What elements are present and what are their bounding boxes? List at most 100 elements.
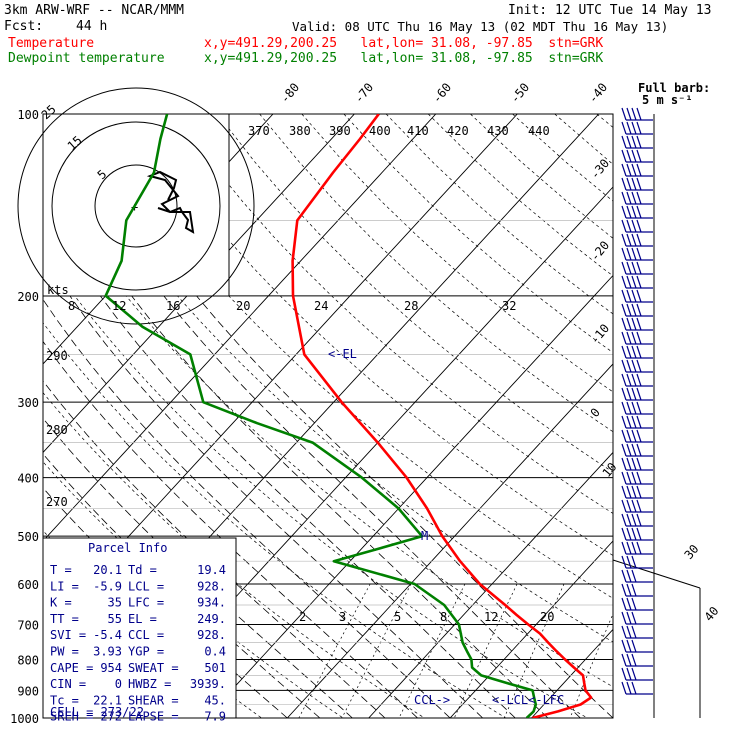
mixing-ratio-label: 8 [440,610,447,624]
frame-diagonal [612,559,701,589]
wind-barb [621,457,653,471]
parcel-row-label: SREH = [50,710,93,724]
mixing-ratio-line [341,583,412,718]
isotherm-label: 0 [588,405,603,420]
wind-barb [621,177,653,191]
pressure-label: 700 [17,618,39,632]
m-annotation: M [421,529,428,543]
wet-bulb-label: 32 [502,299,516,313]
lcl-lfc-annotation: <-LCL<-LFC [492,693,564,707]
parcel-row-value: 954 [100,661,122,675]
wind-barb [621,555,653,569]
pressure-label: 1000 [10,712,39,726]
wind-barb [621,303,653,317]
mixing-ratio-label: 5 [394,610,401,624]
parcel-row-value: 272 [100,710,122,724]
dry-adiabat [259,114,613,433]
wind-barb [621,233,653,247]
wind-barb [621,471,653,485]
valid-time: Valid: 08 UTC Thu 16 May 13 (02 MDT Thu … [292,19,669,34]
wind-barb [621,359,653,373]
parcel-row-value: 55 [108,612,122,626]
dewpoint-profile [104,114,538,718]
wind-barb [621,149,653,163]
theta-label: 270 [46,495,68,509]
wind-barb [621,247,653,261]
mixing-ratio-label: 12 [484,610,498,624]
parcel-row-label: PW = [50,645,79,659]
dry-adiabat [343,114,613,353]
dry-adiabat [427,114,613,277]
pressure-label: 900 [17,684,39,698]
pressure-label: 200 [17,290,39,304]
hodograph-ring [94,164,178,248]
wind-barb [621,639,653,653]
pressure-label: 100 [17,108,39,122]
parcel-row-value: 3939. [190,677,226,691]
mixing-ratio-label: 2 [299,610,306,624]
wind-barb [621,205,653,219]
pressure-label: 800 [17,653,39,667]
isotherm-line [368,451,613,718]
moist-adiabat [131,295,549,718]
isotherm-label: 40 [702,604,722,624]
isotherm-label: -20 [588,238,613,264]
wind-barb [621,485,653,499]
wind-barb [621,583,653,597]
parcel-row-value: 19.4 [197,563,226,577]
theta-label: 370 [248,124,270,138]
wind-barb [621,625,653,639]
mixing-ratio-line [503,583,565,718]
parcel-row-value: 7.9 [204,710,226,724]
moist-adiabat [43,380,386,718]
wind-barb [621,163,653,177]
wind-barb [621,597,653,611]
isotherm-label: 10 [600,460,620,480]
wet-bulb-label: 20 [236,299,250,313]
parcel-row-label: LFC = [128,596,164,610]
theta-label: 440 [528,124,550,138]
parcel-row-label: CCL = [128,628,164,642]
wind-barb [621,345,653,359]
parcel-cell: CELL = 273/22 [50,705,144,719]
isotherm-line [205,274,613,718]
isotherm-label: 30 [682,542,702,562]
isotherm-label: -80 [278,80,303,106]
hodograph-trace [146,170,195,234]
theta-label: 420 [447,124,469,138]
mixing-ratio-label: 3 [339,610,346,624]
theta-label: 410 [407,124,429,138]
parcel-row-value: -5.4 [93,628,122,642]
isotherm-label: -70 [352,80,377,106]
theta-label: 400 [369,124,391,138]
forecast-hour: 44 h [76,19,108,34]
wet-bulb-label: 8 [68,299,75,313]
parcel-row-label: Tc = [50,693,79,707]
wind-barb [621,107,653,121]
hodograph-kts-label: kts [47,283,69,297]
wind-barb [621,653,653,667]
dry-adiabat [301,114,613,393]
pressure-label: 300 [17,396,39,410]
mixing-ratio-line [569,613,613,718]
parcel-row-label: LCL = [128,579,164,593]
wind-barb [621,191,653,205]
parcel-row-value: 35 [108,596,122,610]
isotherm-label: -30 [588,156,613,182]
wind-barb [621,289,653,303]
wet-bulb-label: 28 [404,299,418,313]
isotherm-line [531,628,613,718]
wind-barb [621,443,653,457]
theta-label: 380 [289,124,311,138]
wind-barb [621,261,653,275]
temperature-profile [291,114,593,718]
mixing-ratio-label: 20 [540,610,554,624]
dry-adiabat [554,114,613,165]
dry-adiabat [385,114,613,315]
wind-barb [621,121,653,135]
isotherm-label: -40 [586,80,611,106]
wind-barb [621,373,653,387]
parcel-info-box [42,537,237,719]
parcel-row-label: Td = [128,563,157,577]
